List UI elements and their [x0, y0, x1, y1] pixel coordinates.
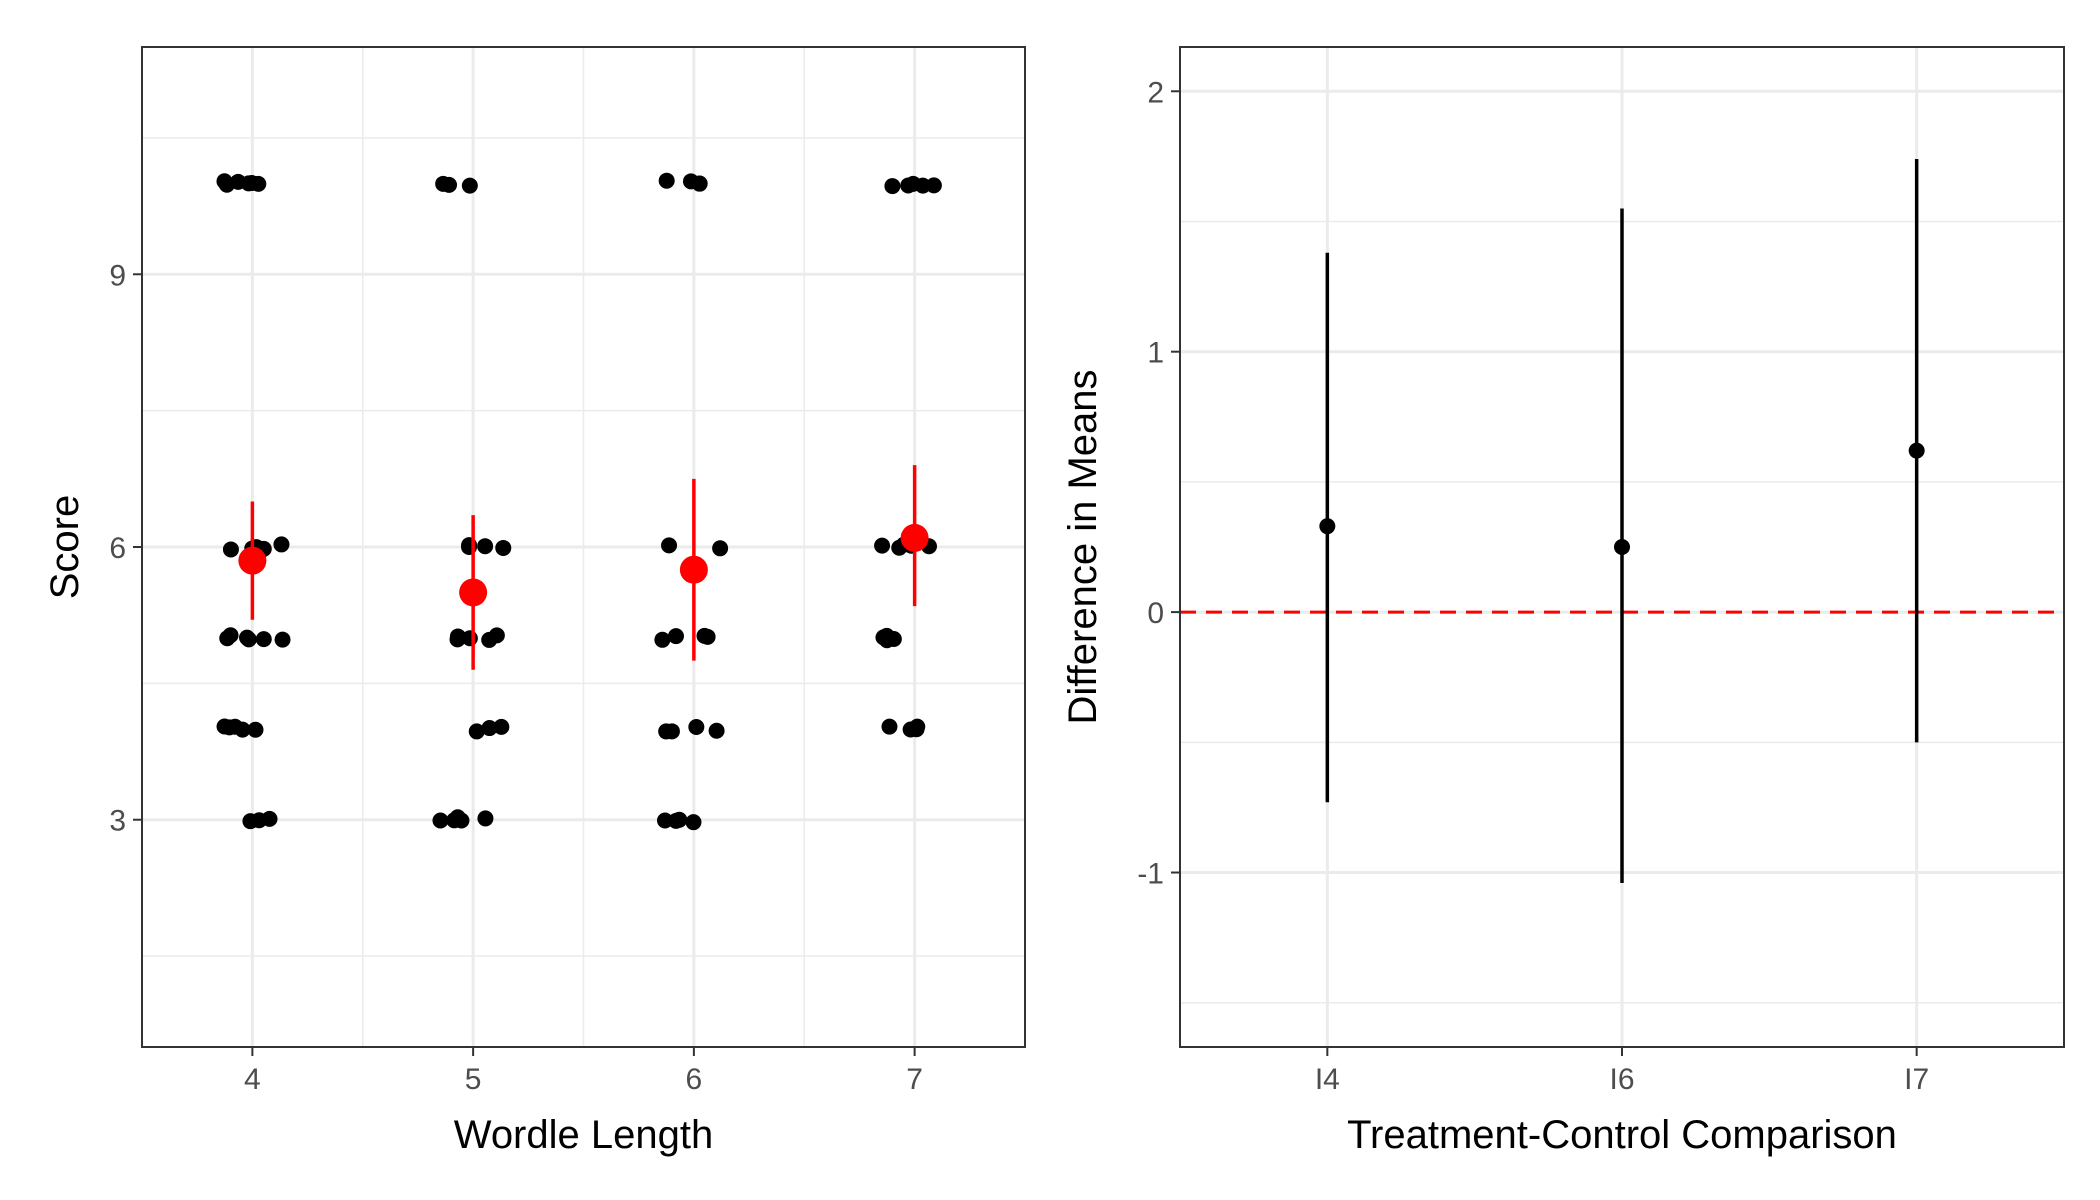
score-point — [658, 723, 675, 740]
y-tick-label: 6 — [109, 532, 126, 565]
score-point — [216, 173, 233, 190]
left-panel-y-ticks: 3 6 9 — [109, 259, 142, 838]
estimate-point — [1319, 518, 1336, 535]
score-point — [874, 537, 891, 554]
score-point — [668, 812, 685, 829]
score-point — [908, 721, 925, 738]
score-point — [449, 628, 466, 645]
score-point — [685, 814, 702, 831]
mean-point — [679, 555, 708, 584]
score-point — [261, 810, 278, 827]
right-y-axis-title: Difference in Means — [1061, 370, 1105, 725]
score-point — [274, 631, 291, 648]
y-tick-label: 0 — [1147, 597, 1164, 630]
left-panel-mean-intervals — [238, 465, 929, 670]
score-point — [250, 175, 267, 192]
score-point — [222, 627, 239, 644]
y-tick-label: -1 — [1137, 858, 1164, 891]
score-point — [661, 537, 678, 554]
left-y-axis-title: Score — [43, 495, 87, 600]
score-point — [461, 177, 478, 194]
score-point — [658, 172, 675, 189]
mean-point — [238, 546, 267, 575]
score-point — [875, 629, 892, 646]
y-tick-label: 9 — [109, 259, 126, 292]
score-point — [227, 718, 244, 735]
x-tick-label: 4 — [244, 1063, 261, 1096]
score-point — [477, 538, 494, 555]
score-point — [654, 631, 671, 648]
left-panel: 3 6 9 4 5 6 7 Wordle Length Score — [43, 46, 1026, 1157]
x-tick-label: 7 — [906, 1063, 923, 1096]
y-tick-label: 3 — [109, 805, 126, 838]
score-point — [881, 718, 898, 735]
mean-point — [900, 523, 929, 552]
score-point — [905, 175, 922, 192]
right-panel-x-ticks: I4 I6 I7 — [1315, 1047, 1929, 1096]
score-point — [468, 723, 485, 740]
x-tick-label: I4 — [1315, 1063, 1340, 1096]
mean-point — [459, 578, 488, 607]
y-tick-label: 2 — [1147, 76, 1164, 109]
right-panel-estimates — [1319, 158, 1925, 883]
left-panel-score-points — [216, 172, 942, 831]
score-point — [488, 627, 505, 644]
score-point — [255, 631, 272, 648]
x-tick-label: I7 — [1904, 1063, 1929, 1096]
score-point — [435, 175, 452, 192]
score-point — [432, 812, 449, 829]
score-point — [477, 810, 494, 827]
score-point — [667, 628, 684, 645]
score-point — [481, 720, 498, 737]
score-point — [493, 718, 510, 735]
right-panel: -1 0 1 2 I4 I6 I7 Treatment-Control Compariso… — [1061, 46, 2065, 1157]
right-x-axis-title: Treatment-Control Comparison — [1347, 1113, 1897, 1157]
score-point — [273, 536, 290, 553]
score-point — [230, 173, 247, 190]
estimate-point — [1908, 442, 1925, 459]
estimate-point — [1614, 539, 1630, 555]
x-tick-label: 5 — [465, 1063, 482, 1096]
score-point — [712, 540, 729, 557]
score-point — [495, 539, 512, 556]
score-point — [222, 541, 239, 558]
right-panel-y-ticks: -1 0 1 2 — [1137, 76, 1180, 891]
left-panel-x-ticks: 4 5 6 7 — [244, 1047, 923, 1096]
score-point — [240, 631, 257, 648]
score-point — [884, 178, 901, 195]
score-point — [696, 627, 713, 644]
score-point — [688, 719, 705, 736]
x-tick-label: 6 — [686, 1063, 703, 1096]
y-tick-label: 1 — [1147, 337, 1164, 370]
score-point — [691, 175, 708, 192]
score-point — [708, 722, 725, 739]
score-point — [247, 721, 264, 738]
left-x-axis-title: Wordle Length — [454, 1113, 713, 1157]
x-tick-label: I6 — [1609, 1063, 1634, 1096]
score-point — [449, 809, 466, 826]
